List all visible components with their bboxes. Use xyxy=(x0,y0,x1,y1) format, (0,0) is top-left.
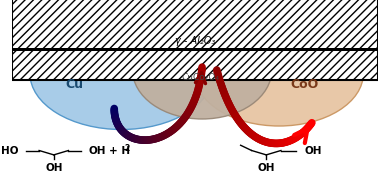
Text: CoO: CoO xyxy=(291,78,319,90)
Ellipse shape xyxy=(30,18,213,130)
Bar xyxy=(12,50,378,175)
Text: OH: OH xyxy=(45,163,62,173)
Text: OH: OH xyxy=(88,146,106,156)
Text: CuCo₂O₄: CuCo₂O₄ xyxy=(181,73,219,82)
Text: γ - Al₂O₃: γ - Al₂O₃ xyxy=(175,36,215,46)
Text: OH: OH xyxy=(305,146,322,156)
Text: OH: OH xyxy=(257,163,275,173)
Ellipse shape xyxy=(133,21,272,119)
Text: Cu: Cu xyxy=(65,78,83,90)
Text: HO: HO xyxy=(2,146,19,156)
Bar xyxy=(12,48,378,51)
Bar xyxy=(12,50,378,175)
Text: + H: + H xyxy=(109,146,130,156)
Bar xyxy=(12,0,378,80)
Text: 2: 2 xyxy=(124,144,130,153)
Bar xyxy=(12,50,378,175)
Ellipse shape xyxy=(195,21,363,126)
Bar xyxy=(12,48,378,175)
